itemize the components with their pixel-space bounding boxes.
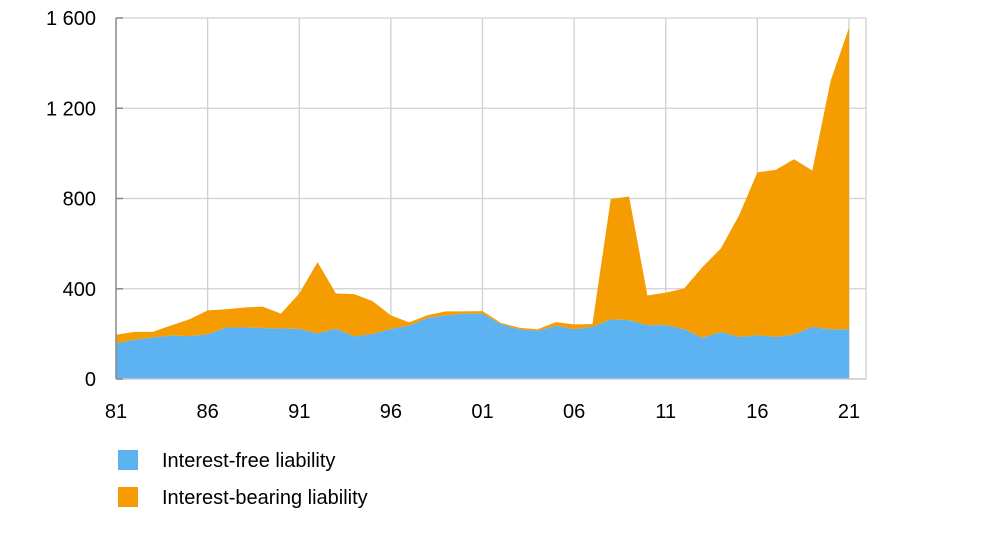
x-tick-label: 06 <box>563 401 585 423</box>
legend-swatch <box>118 487 138 507</box>
x-tick-label: 86 <box>197 401 219 423</box>
x-tick-label: 91 <box>288 401 310 423</box>
y-tick-label: 1 200 <box>46 98 96 120</box>
x-tick-label: 01 <box>471 401 493 423</box>
y-tick-labels: 0 400 800 1 200 1 600 <box>46 8 96 391</box>
areas <box>116 27 849 379</box>
area-series-2 <box>116 27 849 344</box>
legend-label: Interest-bearing liability <box>162 487 368 509</box>
y-tick-label: 1 600 <box>46 8 96 30</box>
axes <box>115 17 866 380</box>
x-tick-labels: 81 86 91 96 01 06 11 16 21 <box>105 401 860 423</box>
y-tick-label: 800 <box>63 189 96 211</box>
x-tick-label: 11 <box>655 401 676 423</box>
x-tick-label: 96 <box>380 401 402 423</box>
x-tick-label: 81 <box>105 401 127 423</box>
legend-swatch <box>118 450 138 470</box>
y-tick-label: 0 <box>85 369 96 391</box>
legend-label: Interest-free liability <box>162 450 335 472</box>
legend: Interest-free liability Interest-bearing … <box>118 450 368 509</box>
x-tick-label: 21 <box>838 401 860 423</box>
x-tick-label: 16 <box>746 401 768 423</box>
y-tick-label: 400 <box>63 279 96 301</box>
area-series-1 <box>116 313 849 379</box>
